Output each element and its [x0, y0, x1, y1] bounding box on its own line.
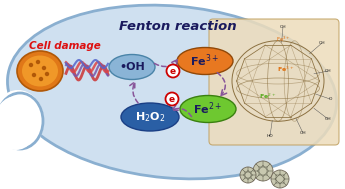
- Ellipse shape: [177, 47, 233, 74]
- Circle shape: [32, 73, 36, 77]
- Ellipse shape: [0, 90, 44, 152]
- Ellipse shape: [180, 95, 236, 122]
- Circle shape: [29, 63, 33, 67]
- Ellipse shape: [109, 54, 155, 80]
- Text: e: e: [169, 94, 175, 104]
- Circle shape: [39, 77, 43, 81]
- Text: e: e: [170, 67, 176, 75]
- Circle shape: [240, 167, 256, 183]
- Ellipse shape: [0, 96, 38, 150]
- Text: O: O: [328, 97, 332, 101]
- Text: Fe$^{2+}$: Fe$^{2+}$: [259, 91, 277, 101]
- Text: OH: OH: [280, 25, 286, 29]
- Circle shape: [45, 72, 49, 76]
- Text: Fenton reaction: Fenton reaction: [119, 19, 237, 33]
- FancyBboxPatch shape: [209, 19, 339, 145]
- Text: OH: OH: [300, 131, 306, 135]
- Text: H$_2$O$_2$: H$_2$O$_2$: [135, 110, 165, 124]
- Circle shape: [42, 66, 46, 70]
- Text: Fe$^{3+}$: Fe$^{3+}$: [277, 64, 295, 74]
- Text: •OH: •OH: [119, 62, 145, 72]
- Circle shape: [36, 60, 40, 64]
- Ellipse shape: [17, 51, 63, 91]
- Ellipse shape: [121, 103, 179, 131]
- Ellipse shape: [22, 56, 58, 87]
- Circle shape: [271, 170, 289, 188]
- Text: OH: OH: [319, 41, 325, 45]
- Ellipse shape: [8, 5, 336, 179]
- Circle shape: [166, 92, 178, 105]
- Circle shape: [167, 64, 179, 77]
- Circle shape: [253, 161, 273, 181]
- Text: Cell damage: Cell damage: [29, 41, 101, 51]
- Text: OH: OH: [325, 117, 331, 121]
- Text: Fe$^{3+}$: Fe$^{3+}$: [276, 34, 290, 44]
- Text: Fe$^{3+}$: Fe$^{3+}$: [190, 53, 220, 69]
- Text: HO: HO: [267, 134, 273, 138]
- Text: OH: OH: [325, 69, 331, 73]
- Text: Fe$^{2+}$: Fe$^{2+}$: [193, 101, 223, 117]
